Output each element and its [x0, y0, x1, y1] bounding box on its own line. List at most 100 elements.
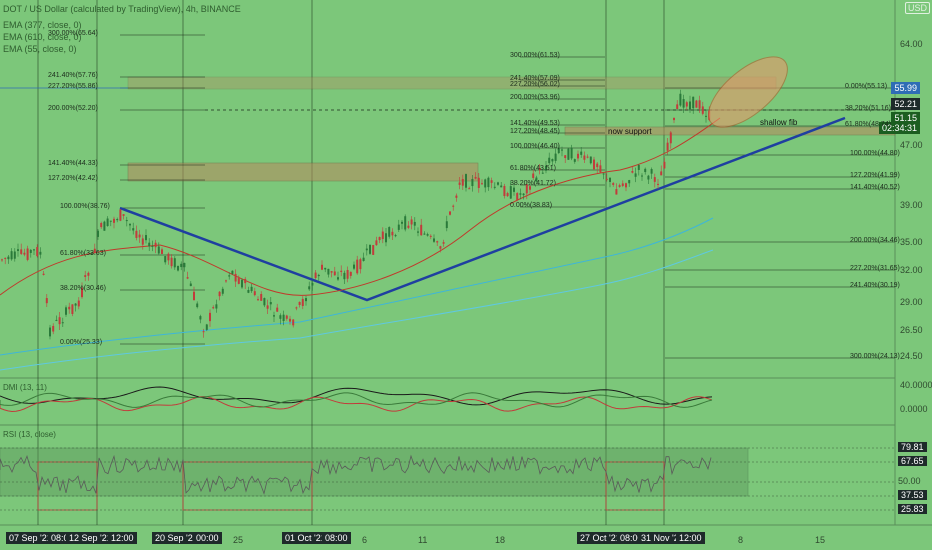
candle-body: [327, 268, 330, 275]
candle-body: [23, 252, 26, 255]
candle-body: [634, 173, 637, 177]
candle-body: [407, 225, 410, 228]
fib-label-left: 241.40%(57.76): [48, 72, 98, 79]
fib-label-right: 300.00%(24.13): [850, 353, 900, 360]
candle-body: [698, 100, 701, 109]
candle-body: [17, 249, 19, 251]
candle-body: [455, 195, 458, 198]
candle-body: [474, 176, 477, 179]
ema-55-label[interactable]: EMA (55, close, 0): [3, 44, 77, 54]
rsi-tick-label[interactable]: 50.00: [898, 476, 921, 486]
candle-body: [445, 221, 448, 229]
time-axis-label[interactable]: 12:00: [108, 532, 137, 544]
trend-line: [119, 116, 846, 302]
candle-body: [151, 245, 154, 247]
candle-body: [589, 156, 592, 164]
candle-body: [193, 291, 195, 301]
price-tick-label[interactable]: 24.50: [900, 351, 923, 361]
rsi-tick-label[interactable]: 67.65: [898, 456, 927, 466]
candle-body: [452, 205, 455, 207]
price-tick-label[interactable]: 32.00: [900, 265, 923, 275]
time-axis-label[interactable]: 8: [738, 535, 744, 545]
candle-body: [36, 247, 39, 257]
candle-body: [465, 174, 467, 188]
currency-badge[interactable]: USD: [904, 2, 930, 14]
dmi-plus-line: [0, 392, 713, 408]
time-axis-label[interactable]: 25: [233, 535, 244, 545]
candle-body: [513, 187, 515, 192]
time-axis-label[interactable]: 00:00: [193, 532, 222, 544]
candle-body: [132, 228, 135, 231]
fib-label-left: 127.20%(42.42): [48, 175, 98, 182]
price-tick-label[interactable]: 29.00: [900, 297, 923, 307]
price-tick-label[interactable]: 47.00: [900, 140, 923, 150]
candle-body: [209, 312, 211, 322]
candle-body: [359, 259, 362, 270]
fib-label-mid: 38.20%(41.72): [510, 180, 556, 187]
candle-body: [135, 230, 138, 238]
candle-body: [481, 183, 483, 185]
dmi-pane-label[interactable]: DMI (13, 11): [3, 383, 47, 392]
rsi-pane-label[interactable]: RSI (13, close): [3, 430, 56, 439]
time-axis-label[interactable]: 07 Sep '21: [6, 532, 55, 544]
candle-body: [423, 233, 426, 235]
candle-body: [343, 272, 346, 280]
time-axis-label[interactable]: 15: [815, 535, 826, 545]
candle-body: [234, 273, 237, 282]
candle-body: [100, 222, 103, 228]
candle-body: [55, 319, 58, 321]
time-axis-label[interactable]: 08:00: [322, 532, 351, 544]
candle-body: [186, 277, 189, 279]
candle-body: [241, 279, 243, 288]
time-axis-label[interactable]: 27 Oct '21: [577, 532, 624, 544]
candle-body: [71, 304, 74, 314]
dmi-tick-label[interactable]: 0.0000: [900, 404, 928, 414]
rsi-tick-label[interactable]: 37.53: [898, 490, 927, 500]
price-tick-label[interactable]: 26.50: [900, 325, 923, 335]
candle-body: [20, 249, 23, 254]
price-badge[interactable]: 52.21: [891, 98, 920, 110]
time-axis-label[interactable]: 31 Nov '21: [638, 532, 687, 544]
candle-body: [458, 182, 461, 185]
price-tick-label[interactable]: 39.00: [900, 200, 923, 210]
candle-body: [253, 291, 256, 296]
time-axis-label[interactable]: 12:00: [676, 532, 705, 544]
time-axis-label[interactable]: 01 Oct '21: [282, 532, 329, 544]
candle-body: [228, 275, 231, 277]
candle-body: [490, 180, 493, 183]
candle-body: [365, 248, 368, 251]
price-tick-label[interactable]: 35.00: [900, 237, 923, 247]
candle-body: [378, 237, 381, 241]
price-tick-label[interactable]: 64.00: [900, 39, 923, 49]
candle-body: [692, 96, 695, 109]
candle-body: [599, 165, 602, 173]
candle-body: [161, 249, 163, 254]
candle-body: [394, 235, 397, 237]
candle-body: [199, 316, 202, 320]
candle-body: [42, 273, 45, 275]
price-badge[interactable]: 55.99: [891, 82, 920, 94]
price-badge[interactable]: 51.15: [891, 112, 920, 124]
time-axis-label[interactable]: 18: [495, 535, 506, 545]
fib-label-left: 61.80%(33.63): [60, 250, 106, 257]
candle-body: [442, 242, 445, 244]
ema-610-label[interactable]: EMA (610, close, 0): [3, 32, 82, 42]
candle-body: [353, 264, 355, 269]
price-badge[interactable]: 02:34:31: [878, 122, 920, 134]
time-axis-label[interactable]: 20 Sep '21: [152, 532, 201, 544]
ema-377-label[interactable]: EMA (377, close, 0): [3, 20, 82, 30]
dmi-tick-label[interactable]: 40.0000: [900, 380, 932, 390]
candle-body: [605, 178, 608, 180]
fib-label-right: 0.00%(55.13): [845, 83, 888, 90]
rsi-tick-label[interactable]: 79.81: [898, 442, 927, 452]
candle-body: [305, 298, 307, 302]
candle-body: [669, 132, 672, 144]
time-axis-label[interactable]: 6: [362, 535, 368, 545]
candle-body: [551, 159, 554, 162]
rsi-range-box: [605, 461, 665, 511]
time-axis-label[interactable]: 12 Sep '21: [66, 532, 115, 544]
time-axis-label[interactable]: 11: [418, 535, 428, 545]
candle-body: [429, 235, 432, 237]
rsi-tick-label[interactable]: 25.83: [898, 504, 927, 514]
